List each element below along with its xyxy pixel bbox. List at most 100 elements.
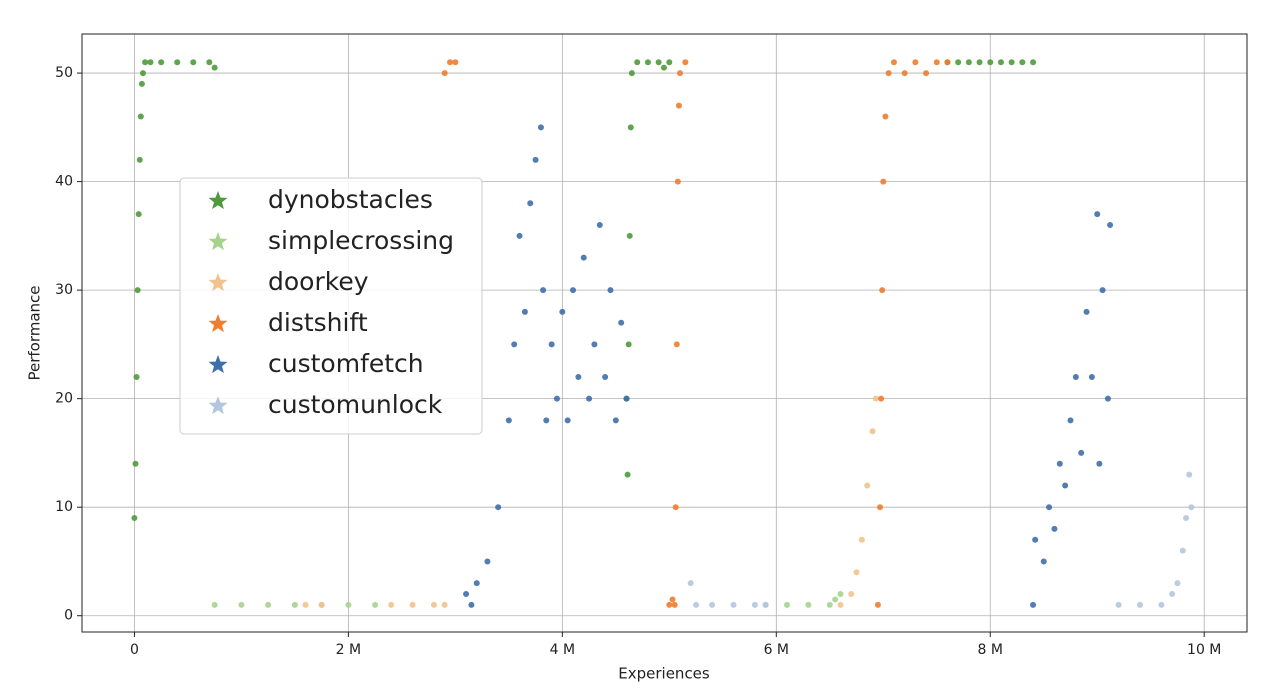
data-point bbox=[1088, 373, 1095, 380]
data-point bbox=[955, 59, 962, 66]
data-point bbox=[869, 428, 876, 435]
data-point bbox=[655, 59, 662, 66]
data-point bbox=[580, 254, 587, 261]
data-point bbox=[882, 113, 889, 120]
data-point bbox=[837, 601, 844, 608]
data-point bbox=[1096, 460, 1103, 467]
data-point bbox=[139, 70, 146, 77]
x-tick-label: 0 bbox=[130, 642, 139, 658]
data-point bbox=[864, 482, 871, 489]
x-tick-label: 10 M bbox=[1187, 642, 1221, 658]
data-point bbox=[1030, 59, 1037, 66]
data-point bbox=[682, 59, 689, 66]
data-point bbox=[302, 601, 309, 608]
data-point bbox=[206, 59, 213, 66]
data-point bbox=[1083, 308, 1090, 315]
data-point bbox=[671, 601, 678, 608]
data-point bbox=[944, 59, 951, 66]
data-point bbox=[628, 70, 635, 77]
data-point bbox=[1179, 547, 1186, 554]
data-point bbox=[409, 601, 416, 608]
data-point bbox=[505, 417, 512, 424]
data-point bbox=[591, 341, 598, 348]
data-point bbox=[540, 287, 547, 294]
data-point bbox=[624, 471, 631, 478]
y-tick-label: 10 bbox=[55, 499, 73, 515]
data-point bbox=[463, 591, 470, 598]
data-point bbox=[516, 232, 523, 239]
data-point bbox=[1072, 373, 1079, 380]
data-point bbox=[142, 59, 149, 66]
data-point bbox=[1188, 504, 1195, 511]
data-point bbox=[885, 70, 892, 77]
data-point bbox=[211, 64, 218, 71]
data-point bbox=[1107, 222, 1114, 229]
data-point bbox=[570, 287, 577, 294]
data-point bbox=[627, 124, 634, 131]
y-tick-label: 50 bbox=[55, 65, 73, 81]
legend-marker bbox=[208, 232, 228, 251]
data-point bbox=[997, 59, 1004, 66]
data-point bbox=[901, 70, 908, 77]
x-tick-label: 4 M bbox=[550, 642, 575, 658]
data-point bbox=[537, 124, 544, 131]
data-point bbox=[625, 341, 632, 348]
data-point bbox=[858, 536, 865, 543]
data-point bbox=[634, 59, 641, 66]
data-point bbox=[890, 59, 897, 66]
legend-label: customfetch bbox=[268, 349, 424, 378]
data-point bbox=[511, 341, 518, 348]
legend-label: doorkey bbox=[268, 267, 369, 296]
data-point bbox=[1062, 482, 1069, 489]
data-point bbox=[644, 59, 651, 66]
data-point bbox=[345, 601, 352, 608]
data-point bbox=[521, 308, 528, 315]
data-point bbox=[837, 591, 844, 598]
data-point bbox=[673, 341, 680, 348]
data-point bbox=[1078, 449, 1085, 456]
data-point bbox=[965, 59, 972, 66]
data-point bbox=[372, 601, 379, 608]
data-point bbox=[660, 64, 667, 71]
data-point bbox=[1067, 417, 1074, 424]
data-point bbox=[135, 211, 142, 218]
data-point bbox=[1056, 460, 1063, 467]
data-point bbox=[131, 515, 138, 522]
y-axis-label: Performance bbox=[26, 285, 44, 380]
data-point bbox=[675, 102, 682, 109]
legend: dynobstacles simplecrossing doorkey distshi… bbox=[179, 177, 483, 435]
data-point bbox=[133, 373, 140, 380]
data-point bbox=[318, 601, 325, 608]
data-point bbox=[672, 504, 679, 511]
data-point bbox=[923, 70, 930, 77]
data-point bbox=[137, 113, 144, 120]
legend-label: distshift bbox=[268, 308, 368, 337]
data-point bbox=[874, 601, 881, 608]
data-point bbox=[495, 504, 502, 511]
data-point bbox=[441, 70, 448, 77]
legend-marker bbox=[208, 355, 228, 374]
data-point bbox=[1051, 525, 1058, 532]
data-point bbox=[1099, 287, 1106, 294]
data-point bbox=[291, 601, 298, 608]
data-point bbox=[1174, 580, 1181, 587]
data-point bbox=[976, 59, 983, 66]
data-point bbox=[468, 601, 475, 608]
data-point bbox=[872, 395, 879, 402]
data-point bbox=[848, 591, 855, 598]
data-point bbox=[1019, 59, 1026, 66]
data-point bbox=[762, 601, 769, 608]
data-point bbox=[147, 59, 154, 66]
data-point bbox=[1046, 504, 1053, 511]
data-point bbox=[1032, 536, 1039, 543]
data-point bbox=[430, 601, 437, 608]
legend-marker bbox=[208, 396, 228, 415]
data-point bbox=[1040, 558, 1047, 565]
data-point bbox=[1169, 591, 1176, 598]
data-point bbox=[912, 59, 919, 66]
data-point bbox=[596, 222, 603, 229]
data-point bbox=[666, 601, 673, 608]
data-point bbox=[473, 580, 480, 587]
data-point bbox=[1008, 59, 1015, 66]
data-point bbox=[527, 200, 534, 207]
